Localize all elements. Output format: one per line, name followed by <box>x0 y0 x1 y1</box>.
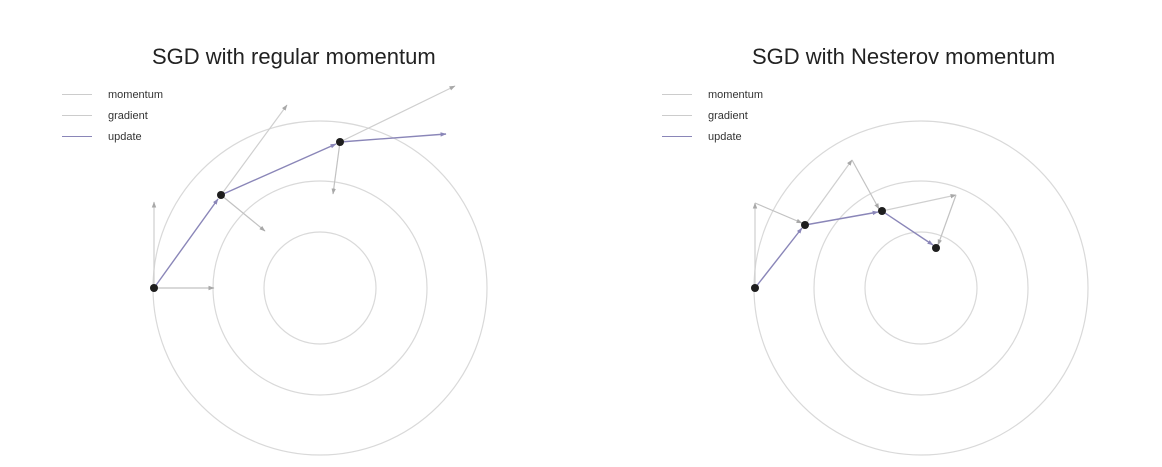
regular-momentum-panel <box>150 85 488 456</box>
iterate-point <box>336 138 344 146</box>
contour-middle <box>813 180 1029 396</box>
legend-entry-momentum: momentum <box>62 84 163 105</box>
contour-middle <box>212 180 428 396</box>
legend-entry-update: update <box>62 126 163 147</box>
legend-swatch-update <box>662 136 692 137</box>
panel-title-nesterov-momentum: SGD with Nesterov momentum <box>752 44 1056 69</box>
legend-label-momentum: momentum <box>708 88 764 101</box>
legend-label-update: update <box>708 130 742 143</box>
legend-label-gradient: gradient <box>708 109 748 122</box>
momentum-arrow <box>804 159 853 226</box>
momentum-arrow <box>339 85 456 143</box>
iterate-point <box>878 207 886 215</box>
legend-label-gradient: gradient <box>108 109 148 122</box>
iterate-point <box>801 221 809 229</box>
gradient-arrow <box>851 159 880 210</box>
legend-label-momentum: momentum <box>108 88 164 101</box>
contour-outer <box>753 120 1089 456</box>
update-arrow <box>220 143 337 196</box>
legend-swatch-momentum <box>62 94 92 95</box>
legend-swatch-gradient <box>662 115 692 116</box>
update-arrow <box>804 210 879 226</box>
legend-nesterov-momentum: momentum gradient update <box>662 84 763 147</box>
momentum-arrow <box>881 194 957 212</box>
gradient-arrow <box>937 194 957 246</box>
iterate-points <box>751 207 940 292</box>
iterate-point <box>751 284 759 292</box>
legend-swatch-momentum <box>662 94 692 95</box>
legend-regular-momentum: momentum gradient update <box>62 84 163 147</box>
gradient-arrow <box>331 141 341 195</box>
iterate-point <box>150 284 158 292</box>
legend-label-update: update <box>108 130 142 143</box>
loss-contours <box>753 120 1089 456</box>
iterate-point <box>217 191 225 199</box>
gradient-arrow <box>754 202 803 224</box>
legend-swatch-gradient <box>62 115 92 116</box>
legend-entry-momentum: momentum <box>662 84 763 105</box>
gradient-arrow <box>220 194 266 232</box>
legend-swatch-update <box>62 136 92 137</box>
update-arrow <box>754 227 803 289</box>
legend-entry-update: update <box>662 126 763 147</box>
iterate-point <box>932 244 940 252</box>
update-arrow <box>153 198 219 289</box>
gradient-vectors <box>154 141 341 291</box>
iterate-points <box>150 138 344 292</box>
update-arrow <box>881 210 934 246</box>
contour-inner <box>864 231 978 345</box>
legend-entry-gradient: gradient <box>62 105 163 126</box>
gradient-vectors <box>754 159 957 246</box>
update-vectors <box>754 210 934 289</box>
update-arrow <box>339 132 447 143</box>
panel-title-regular-momentum: SGD with regular momentum <box>152 44 436 69</box>
legend-entry-gradient: gradient <box>662 105 763 126</box>
update-vectors <box>153 132 447 289</box>
momentum-vectors <box>752 159 957 288</box>
momentum-arrow <box>220 104 288 196</box>
momentum-vectors <box>151 85 456 288</box>
contour-inner <box>263 231 377 345</box>
nesterov-momentum-panel <box>751 120 1089 456</box>
